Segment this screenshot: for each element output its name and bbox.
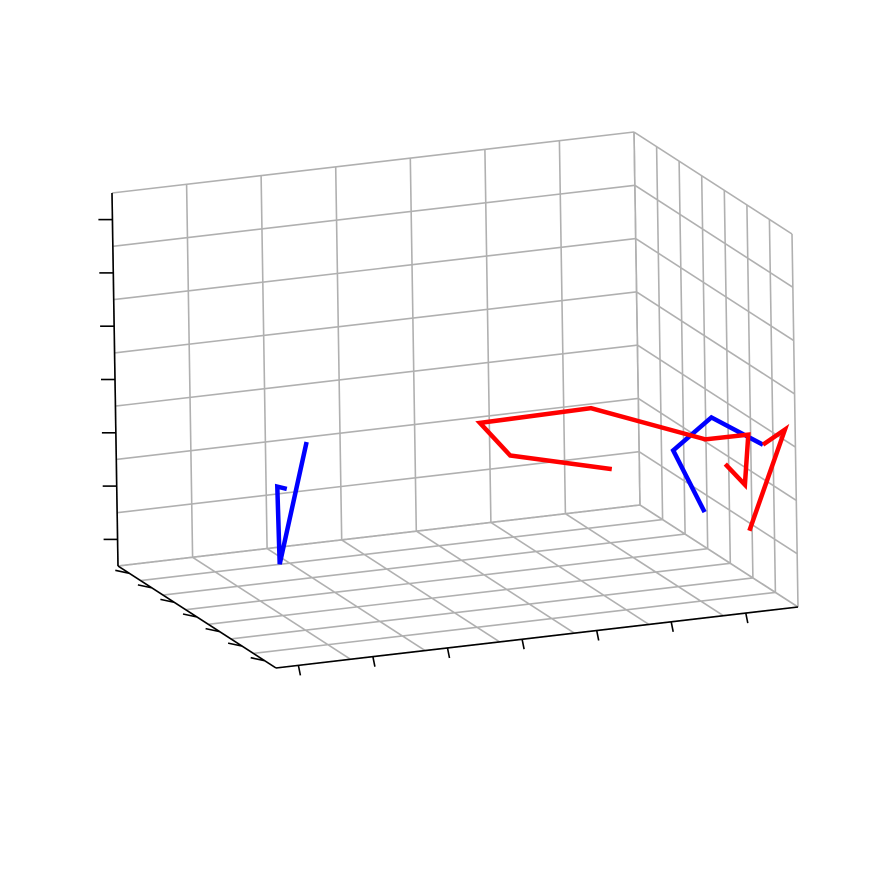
back-wall-gridline (113, 237, 636, 301)
floor-gridline (163, 533, 686, 596)
y-axis-tick (670, 621, 674, 632)
back-wall-gridline (116, 397, 639, 461)
floor-gridline (185, 547, 708, 611)
back-wall-gridline (558, 140, 567, 514)
back-wall-gridline (112, 184, 635, 248)
axes-panes (111, 131, 799, 669)
series-1-segment-1 (274, 441, 309, 565)
side-wall-gridline (635, 237, 795, 342)
series-1-segment-2 (670, 414, 765, 514)
floor-gridline (490, 521, 650, 626)
y-axis-tick (297, 665, 302, 676)
side-wall-gridline (636, 344, 796, 448)
series-2-segment-1 (475, 405, 751, 490)
floor-gridline (564, 513, 724, 617)
back-wall-gridline (114, 291, 637, 354)
x-axis-tick (250, 656, 265, 662)
back-wall-gridline (115, 344, 638, 407)
x-axis-tick (160, 598, 175, 604)
x-axis-tick (182, 613, 198, 618)
back-wall-gridline (334, 166, 343, 540)
x-axis-tick (115, 569, 130, 575)
side-wall-gridline (633, 131, 641, 506)
y-axis-tick (595, 630, 600, 641)
x-axis-tick (227, 642, 243, 647)
y-axis-tick (372, 656, 376, 667)
side-wall-gridline (723, 190, 732, 564)
side-wall-gridline (700, 175, 709, 549)
back-wall-gridline (117, 504, 641, 567)
floor-gridline (415, 530, 575, 634)
series-2-segment-2 (747, 423, 790, 532)
floor-gridline (341, 539, 501, 643)
side-wall-gridline (639, 504, 799, 608)
back-wall-gridline (484, 149, 492, 523)
side-wall-gridline (634, 184, 794, 288)
floor-gridline (192, 556, 352, 660)
floor-gridline (230, 577, 753, 640)
y-axis-tick (446, 647, 451, 659)
floor-gridline (253, 591, 776, 655)
axis-lines (98, 192, 799, 676)
x-axis-tick (137, 584, 153, 589)
y-axis-tick (521, 639, 525, 650)
side-wall-gridline (633, 131, 793, 235)
side-wall-gridline (655, 146, 664, 520)
floor-gridline (266, 547, 426, 652)
side-wall-gridline (746, 204, 754, 578)
side-wall-gridline (638, 451, 798, 555)
floor-gridline (140, 518, 663, 582)
side-wall-gridline (768, 219, 777, 593)
side-wall-gridline (636, 291, 796, 395)
x-axis-tick (205, 627, 220, 633)
back-wall-gridline (185, 184, 194, 558)
side-wall-gridline (637, 397, 797, 502)
back-wall-gridline (260, 175, 268, 549)
floor-gridline (208, 562, 731, 626)
back-wall-gridline (111, 131, 635, 194)
chart-series (274, 405, 790, 565)
back-wall-gridline (409, 158, 418, 532)
y-axis-tick (745, 612, 749, 624)
side-wall-gridline (791, 233, 799, 608)
y-axis-line (275, 606, 799, 669)
